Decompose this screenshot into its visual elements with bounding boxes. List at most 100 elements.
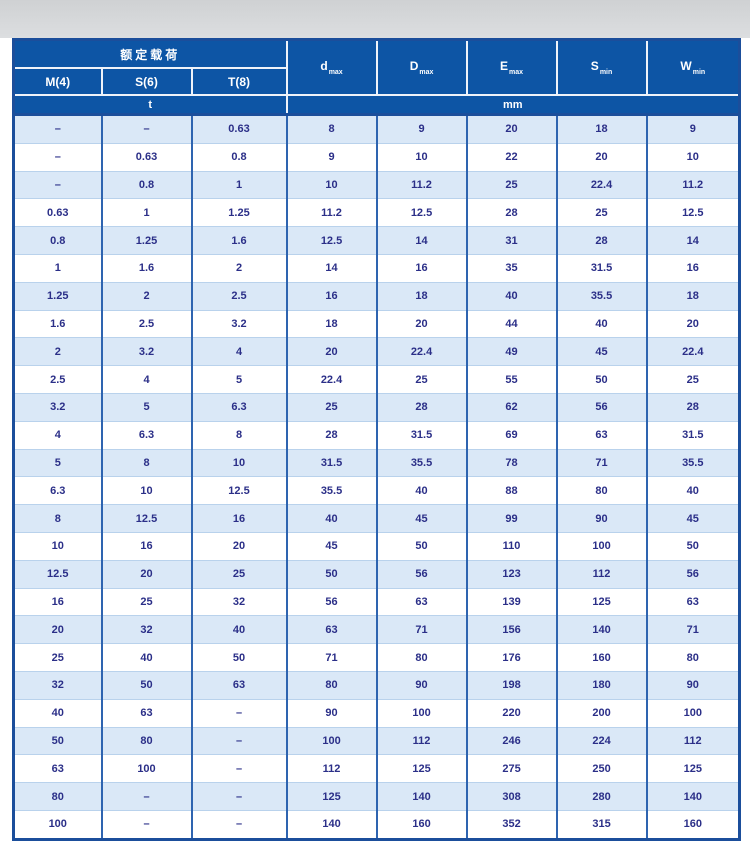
table-cell: 18 bbox=[556, 114, 648, 144]
table-row: 2 3.2 4 20 22.4 49 45 22.4 bbox=[13, 337, 741, 367]
table-cell: 224 bbox=[556, 727, 648, 756]
table-cell: 3.2 bbox=[101, 337, 193, 367]
unit-row-mm: mm bbox=[285, 94, 741, 116]
table-cell: 4 bbox=[13, 421, 103, 450]
table-cell: 31.5 bbox=[646, 421, 741, 450]
table-cell: 10 bbox=[191, 449, 288, 478]
table-cell: 200 bbox=[556, 699, 648, 728]
table-cell: 20 bbox=[376, 310, 468, 339]
table-cell: 11.2 bbox=[646, 171, 741, 200]
table-cell: 50 bbox=[286, 560, 378, 589]
table-cell: 100 bbox=[13, 810, 103, 840]
table-row: 4 6.3 8 28 31.5 69 63 31.5 bbox=[13, 421, 741, 450]
col-header-m4: M(4) bbox=[12, 67, 103, 96]
table-body: – –0.63 8 9 20 18 9–0.63 0.8 9 10 22 20 10–0.8 1 10 11.… bbox=[13, 114, 741, 840]
table-row: 80– –125 140 308 280 140 bbox=[13, 782, 741, 811]
table-row: 10 16 20 45 50 110 100 50 bbox=[13, 532, 741, 561]
table-cell: 28 bbox=[376, 393, 468, 422]
table-cell: 112 bbox=[376, 727, 468, 756]
table-cell: 0.63 bbox=[101, 143, 193, 172]
table-cell: 20 bbox=[556, 143, 648, 172]
table-cell: 246 bbox=[466, 727, 558, 756]
table-cell: 6.3 bbox=[13, 476, 103, 506]
table-cell: 28 bbox=[556, 226, 648, 255]
table-row: 2.5 4 5 22.4 25 55 50 25 bbox=[13, 365, 741, 394]
table-cell: 198 bbox=[466, 671, 558, 700]
table-cell: 25 bbox=[376, 365, 468, 394]
table-row: 50 80–100 112 246 224 112 bbox=[13, 727, 741, 756]
table-cell: 50 bbox=[376, 532, 468, 561]
table-cell: 71 bbox=[556, 449, 648, 478]
table-cell: 0.8 bbox=[191, 143, 288, 172]
table-cell: 308 bbox=[466, 782, 558, 811]
table-cell: 35.5 bbox=[556, 282, 648, 311]
table-cell: 20 bbox=[286, 337, 378, 367]
table-cell: 56 bbox=[646, 560, 741, 589]
table-row: 20 32 40 63 71 156 140 71 bbox=[13, 615, 741, 645]
table-cell: 2 bbox=[13, 337, 103, 367]
table-cell: 40 bbox=[101, 643, 193, 672]
table-cell: 18 bbox=[376, 282, 468, 311]
table-cell: 9 bbox=[646, 114, 741, 144]
table-cell: 112 bbox=[556, 560, 648, 589]
table-cell: 71 bbox=[286, 643, 378, 672]
table-cell: 12.5 bbox=[376, 198, 468, 228]
table-cell: 45 bbox=[646, 504, 741, 533]
table-cell: 80 bbox=[13, 782, 103, 811]
table-cell: – bbox=[101, 782, 193, 811]
table-cell: 16 bbox=[286, 282, 378, 311]
table-cell: 63 bbox=[646, 588, 741, 617]
table-cell: 80 bbox=[286, 671, 378, 700]
table-row: 16 25 32 56 63 139 125 63 bbox=[13, 588, 741, 617]
table-cell: 14 bbox=[286, 254, 378, 283]
table-cell: 25 bbox=[556, 198, 648, 228]
table-cell: 40 bbox=[556, 310, 648, 339]
table-cell: 100 bbox=[376, 699, 468, 728]
table-cell: 62 bbox=[466, 393, 558, 422]
top-background-strip bbox=[0, 0, 750, 38]
table-cell: 50 bbox=[13, 727, 103, 756]
table-cell: 69 bbox=[466, 421, 558, 450]
dim-subscript: max bbox=[328, 68, 343, 76]
table-cell: 25 bbox=[466, 171, 558, 200]
table-cell: 1.25 bbox=[13, 282, 103, 311]
table-cell: 139 bbox=[466, 588, 558, 617]
table-cell: 80 bbox=[646, 643, 741, 672]
table-cell: 275 bbox=[466, 754, 558, 784]
table-row: 3.2 5 6.3 25 28 62 56 28 bbox=[13, 393, 741, 422]
table-cell: 31.5 bbox=[556, 254, 648, 283]
table-cell: 125 bbox=[646, 754, 741, 784]
table-cell: 176 bbox=[466, 643, 558, 672]
dim-subscript: max bbox=[419, 68, 434, 76]
table-cell: 2.5 bbox=[191, 282, 288, 311]
table-cell: 16 bbox=[13, 588, 103, 617]
table-cell: 25 bbox=[13, 643, 103, 672]
table-cell: 22.4 bbox=[286, 365, 378, 394]
table-cell: 90 bbox=[376, 671, 468, 700]
table-cell: 9 bbox=[376, 114, 468, 144]
table-cell: 40 bbox=[376, 476, 468, 506]
table-row: 5 8 10 31.5 35.5 78 71 35.5 bbox=[13, 449, 741, 478]
table-cell: 112 bbox=[646, 727, 741, 756]
table-cell: 32 bbox=[13, 671, 103, 700]
table-cell: 0.63 bbox=[191, 114, 288, 144]
table-cell: 49 bbox=[466, 337, 558, 367]
table-cell: 140 bbox=[286, 810, 378, 840]
table-cell: 3.2 bbox=[13, 393, 103, 422]
table-cell: 100 bbox=[101, 754, 193, 784]
table-cell: 280 bbox=[556, 782, 648, 811]
table-cell: 35 bbox=[466, 254, 558, 283]
table-cell: 352 bbox=[466, 810, 558, 840]
table-row: 6.3 10 12.5 35.5 40 88 80 40 bbox=[13, 476, 741, 506]
table-cell: 20 bbox=[191, 532, 288, 561]
table-cell: 8 bbox=[191, 421, 288, 450]
table-cell: – bbox=[13, 171, 103, 200]
table-cell: 5 bbox=[101, 393, 193, 422]
table-cell: 40 bbox=[646, 476, 741, 506]
table-cell: 35.5 bbox=[376, 449, 468, 478]
table-header: 额定载荷 dmax Dmax Emax Smin Wmin M(4) S(6) … bbox=[12, 38, 741, 116]
table-cell: 99 bbox=[466, 504, 558, 533]
table-cell: 1.25 bbox=[101, 226, 193, 255]
table-cell: 20 bbox=[101, 560, 193, 589]
table-cell: 90 bbox=[286, 699, 378, 728]
